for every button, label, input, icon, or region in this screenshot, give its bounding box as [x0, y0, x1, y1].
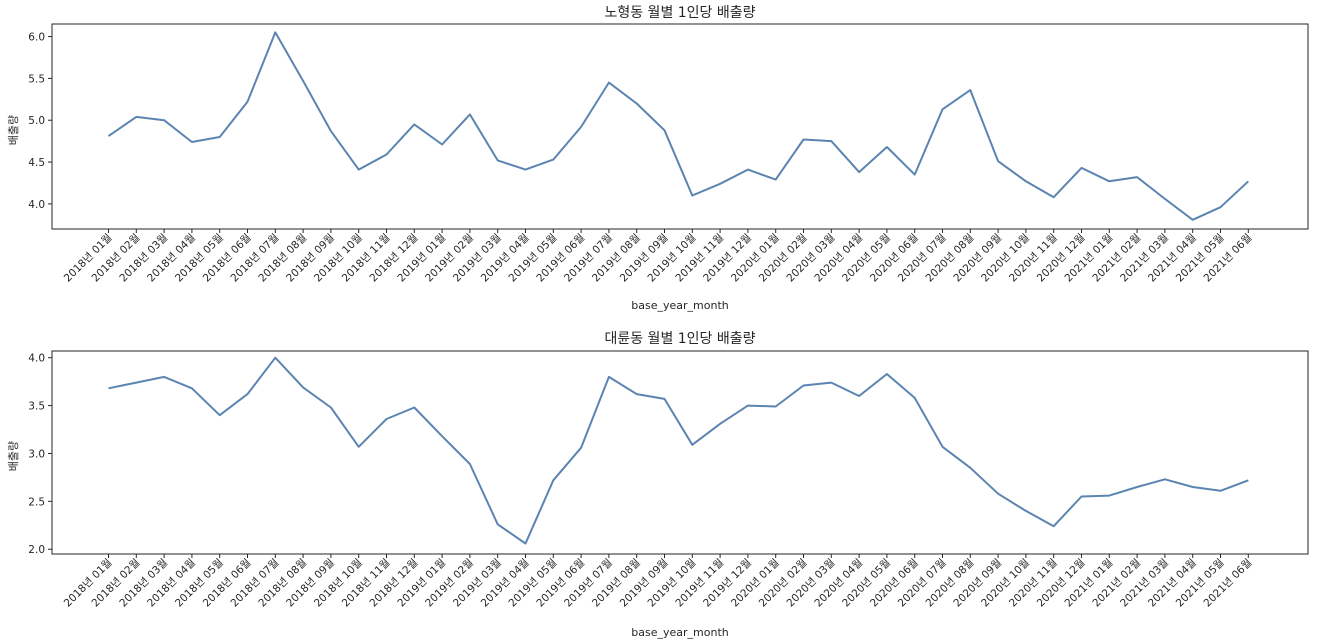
chart-panel-nohyeong: 노형동 월별 1인당 배출량 4.0 4.5 5.0 5.5 6.0 2018년 01월… [7, 5, 1309, 312]
chart-title: 대륜동 월별 1인당 배출량 [604, 331, 755, 347]
y-tick-label: 4.0 [28, 353, 45, 365]
y-axis-label: 배출량 [7, 441, 20, 471]
y-ticks: 2.0 2.5 3.0 3.5 4.0 [28, 353, 52, 556]
y-ticks: 4.0 4.5 5.0 5.5 6.0 [28, 32, 52, 211]
y-axis-label: 배출량 [7, 115, 20, 145]
y-tick-label: 4.5 [28, 157, 45, 169]
series-line [108, 356, 1249, 545]
plot-area-frame [51, 350, 1309, 555]
y-tick-label: 2.5 [28, 496, 45, 508]
chart-panel-daeryun: 대륜동 월별 1인당 배출량 2.0 2.5 3.0 3.5 4.0 2018년 01월… [7, 331, 1309, 639]
chart-title: 노형동 월별 1인당 배출량 [604, 5, 755, 21]
x-axis-label: base_year_month [631, 299, 728, 312]
y-tick-label: 5.5 [28, 73, 45, 85]
y-tick-label: 4.0 [28, 199, 45, 211]
y-tick-label: 2.0 [28, 544, 45, 556]
y-tick-label: 6.0 [28, 32, 45, 44]
x-axis-label: base_year_month [631, 626, 728, 639]
series-line [107, 31, 1249, 221]
y-tick-label: 3.5 [28, 401, 45, 413]
y-tick-label: 5.0 [28, 115, 45, 127]
y-tick-label: 3.0 [28, 448, 45, 460]
plot-area-frame [51, 23, 1309, 230]
